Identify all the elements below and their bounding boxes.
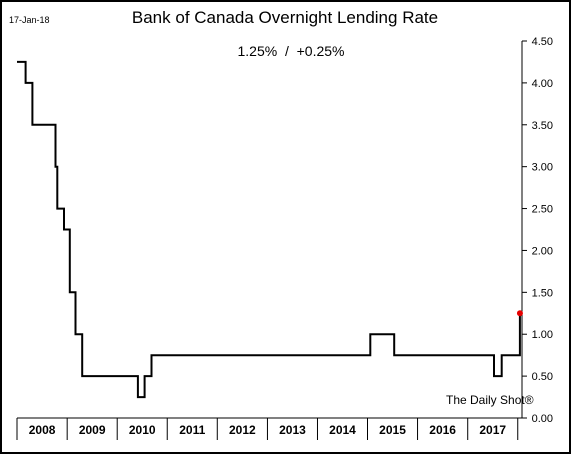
y-tick-label: 3.00 <box>532 162 553 174</box>
x-tick-label: 2010 <box>129 423 156 437</box>
date-label: 17-Jan-18 <box>9 15 50 25</box>
x-tick-label: 2009 <box>79 423 106 437</box>
x-tick-label: 2017 <box>479 423 506 437</box>
x-tick-label: 2015 <box>379 423 406 437</box>
x-tick-label: 2011 <box>179 423 205 437</box>
y-tick-label: 1.00 <box>532 329 553 341</box>
y-tick-label: 0.00 <box>532 413 553 425</box>
y-tick-label: 3.50 <box>532 120 553 132</box>
chart-subtitle: 1.25% / +0.25% <box>237 43 344 59</box>
y-tick-label: 4.50 <box>532 36 553 48</box>
chart-title: Bank of Canada Overnight Lending Rate <box>132 8 438 27</box>
x-tick-label: 2014 <box>329 423 356 437</box>
x-tick-label: 2012 <box>229 423 256 437</box>
axes: 0.00 0.50 1.00 1.50 2.00 2.50 3.00 3.50 4.00 4.50… <box>16 36 553 440</box>
y-tick-label: 1.50 <box>532 287 553 299</box>
x-tick-label: 2016 <box>429 423 456 437</box>
y-tick-label: 2.00 <box>532 245 553 257</box>
credit-label: The Daily Shot® <box>446 393 534 407</box>
y-tick-label: 0.50 <box>532 371 553 383</box>
last-point-marker <box>516 310 523 317</box>
series-line <box>17 60 521 399</box>
series-group <box>17 60 523 399</box>
x-tick-label: 2013 <box>279 423 306 437</box>
y-tick-label: 4.00 <box>532 78 553 90</box>
x-tick-label: 2008 <box>29 423 56 437</box>
y-tick-label: 2.50 <box>532 204 553 216</box>
